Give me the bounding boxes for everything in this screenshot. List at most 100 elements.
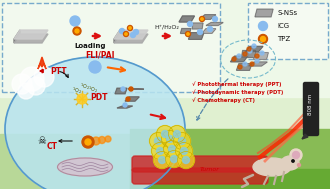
Circle shape (156, 125, 174, 143)
Circle shape (85, 139, 91, 145)
FancyBboxPatch shape (304, 83, 318, 136)
Text: $^1$O$_2$: $^1$O$_2$ (88, 85, 98, 95)
Circle shape (258, 22, 268, 30)
Polygon shape (114, 34, 148, 43)
Circle shape (232, 57, 236, 61)
Circle shape (130, 33, 136, 37)
Polygon shape (181, 29, 191, 33)
Polygon shape (14, 30, 48, 39)
Circle shape (201, 18, 203, 20)
Circle shape (176, 143, 192, 160)
Polygon shape (202, 29, 216, 33)
Circle shape (151, 143, 169, 160)
Polygon shape (179, 16, 194, 22)
Circle shape (127, 26, 133, 30)
Text: CT: CT (47, 142, 57, 151)
Circle shape (169, 125, 185, 143)
Text: √ Photothermal therapy (PPT): √ Photothermal therapy (PPT) (192, 81, 281, 87)
Polygon shape (38, 57, 46, 69)
Circle shape (92, 137, 100, 145)
Circle shape (174, 132, 190, 149)
Text: PDT: PDT (90, 92, 108, 101)
Polygon shape (114, 30, 148, 39)
Circle shape (298, 163, 301, 167)
Bar (130, 169, 330, 189)
FancyBboxPatch shape (132, 168, 268, 184)
Polygon shape (206, 22, 223, 26)
Circle shape (260, 36, 266, 42)
Text: TPZ: TPZ (277, 36, 290, 42)
Polygon shape (14, 30, 20, 43)
Polygon shape (246, 46, 263, 52)
Polygon shape (200, 15, 216, 19)
Circle shape (98, 136, 106, 143)
Polygon shape (302, 134, 308, 139)
Circle shape (123, 32, 128, 36)
Circle shape (18, 83, 34, 99)
Circle shape (129, 87, 133, 91)
Circle shape (126, 97, 130, 101)
Circle shape (153, 152, 171, 169)
Circle shape (255, 59, 259, 63)
Circle shape (82, 136, 94, 148)
Polygon shape (192, 23, 203, 29)
Polygon shape (253, 53, 268, 59)
Circle shape (258, 35, 268, 43)
Circle shape (187, 22, 192, 26)
Ellipse shape (281, 156, 299, 170)
FancyBboxPatch shape (2, 3, 220, 92)
Bar (0, 0, 330, 97)
Circle shape (161, 130, 179, 147)
Circle shape (166, 150, 182, 167)
Polygon shape (237, 64, 252, 70)
Polygon shape (242, 50, 256, 57)
Polygon shape (255, 9, 273, 17)
Text: $^1$O$_2$: $^1$O$_2$ (80, 82, 90, 92)
Text: √ Photodynamic therapy (PDT): √ Photodynamic therapy (PDT) (192, 89, 283, 95)
Circle shape (237, 54, 241, 58)
Circle shape (20, 67, 44, 91)
Circle shape (121, 87, 125, 91)
Text: S-NSs: S-NSs (277, 10, 297, 16)
Circle shape (27, 77, 45, 95)
Circle shape (134, 29, 139, 35)
Circle shape (208, 26, 213, 32)
Polygon shape (115, 88, 127, 94)
Circle shape (252, 44, 256, 48)
Text: 808 nm: 808 nm (309, 93, 314, 115)
Circle shape (158, 156, 166, 163)
Polygon shape (188, 33, 204, 39)
Circle shape (123, 103, 127, 107)
FancyBboxPatch shape (248, 3, 328, 59)
Polygon shape (114, 30, 120, 43)
Circle shape (292, 152, 300, 159)
Bar (130, 129, 330, 189)
Circle shape (213, 16, 217, 22)
Circle shape (77, 94, 87, 104)
Circle shape (105, 136, 111, 142)
Circle shape (119, 29, 124, 33)
Circle shape (154, 138, 161, 145)
Circle shape (197, 29, 203, 35)
Circle shape (178, 152, 194, 169)
Circle shape (89, 61, 101, 73)
Polygon shape (117, 106, 133, 108)
Text: ICG: ICG (277, 23, 289, 29)
Circle shape (238, 65, 242, 69)
Circle shape (292, 160, 294, 162)
Polygon shape (14, 34, 48, 43)
Circle shape (174, 130, 181, 138)
Text: Tumor: Tumor (200, 167, 220, 172)
Circle shape (243, 62, 247, 66)
Text: PTT: PTT (50, 67, 67, 75)
Circle shape (260, 51, 264, 55)
Bar (0, 134, 330, 189)
Circle shape (171, 156, 178, 163)
Text: Loading: Loading (74, 43, 106, 49)
Circle shape (243, 52, 247, 56)
Circle shape (12, 74, 32, 94)
Circle shape (163, 140, 181, 157)
Circle shape (185, 32, 190, 36)
Circle shape (290, 149, 302, 161)
Circle shape (161, 130, 169, 138)
